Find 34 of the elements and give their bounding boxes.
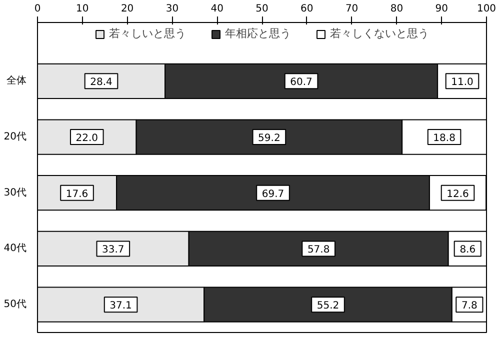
data-label: 59.2 xyxy=(258,133,280,144)
data-label: 11.0 xyxy=(451,77,474,88)
data-label: 17.6 xyxy=(66,188,88,200)
data-label: 60.7 xyxy=(290,77,312,88)
data-label: 69.7 xyxy=(262,188,284,200)
data-label: 22.0 xyxy=(76,133,98,144)
y-tick-label: 全体 xyxy=(6,74,26,87)
legend-label: 年相応と思う xyxy=(225,26,291,41)
x-tick-label: 90 xyxy=(435,4,448,14)
data-label: 7.8 xyxy=(461,300,478,312)
x-tick-label: 70 xyxy=(345,4,358,14)
data-label: 8.6 xyxy=(460,244,476,256)
x-tick-label: 10 xyxy=(76,4,89,14)
data-label: 18.8 xyxy=(433,133,456,144)
data-label: 55.2 xyxy=(316,300,340,312)
x-tick-label: 80 xyxy=(390,4,404,14)
x-tick-label: 60 xyxy=(300,4,314,14)
legend-label: 若々しいと思う xyxy=(109,26,186,41)
data-label: 57.8 xyxy=(307,244,330,256)
y-tick-label: 20代 xyxy=(4,132,27,143)
x-tick-label: 0 xyxy=(34,4,41,14)
x-tick-label: 50 xyxy=(256,4,268,14)
data-label: 12.6 xyxy=(446,188,469,200)
legend-label: 若々しくないと思う xyxy=(330,26,429,41)
data-label: 28.4 xyxy=(90,77,112,88)
x-tick-label: 20 xyxy=(120,4,134,14)
y-tick-label: 30代 xyxy=(4,187,27,198)
x-tick-label: 30 xyxy=(166,4,179,14)
y-tick-label: 40代 xyxy=(4,243,27,254)
data-label: 33.7 xyxy=(102,244,124,256)
x-tick-label: 100 xyxy=(476,4,496,14)
y-tick-label: 50代 xyxy=(4,299,27,310)
data-label: 37.1 xyxy=(110,300,132,312)
x-tick-label: 40 xyxy=(210,4,224,14)
